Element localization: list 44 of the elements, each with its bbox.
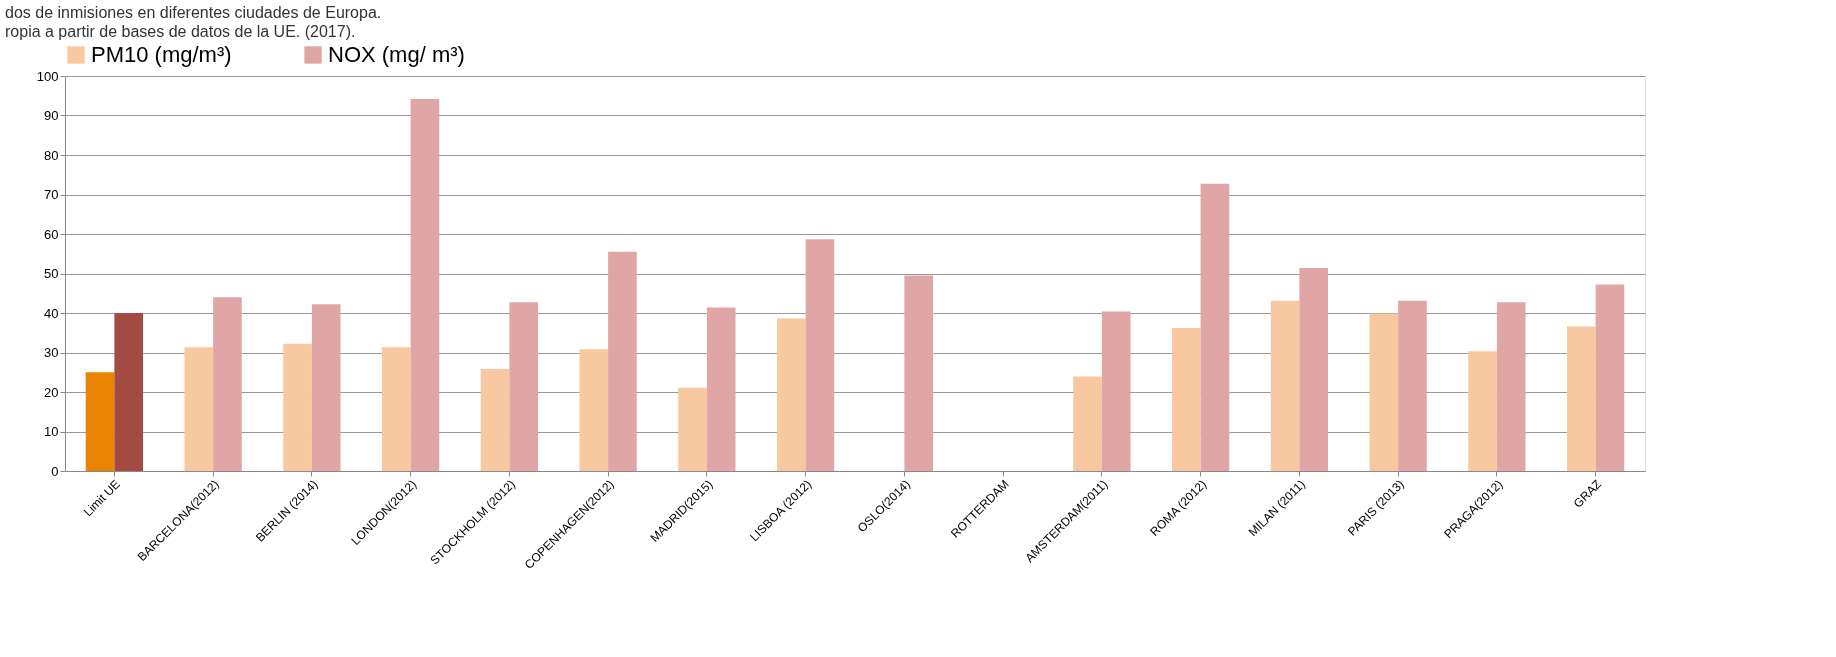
bar	[509, 302, 539, 471]
bar	[1073, 376, 1102, 471]
bar	[1101, 311, 1131, 471]
bar	[1468, 351, 1497, 471]
bar	[381, 347, 411, 471]
bar	[1496, 302, 1526, 471]
bar	[1398, 300, 1427, 471]
y-tick-label: 30	[44, 345, 59, 360]
bar	[805, 239, 835, 471]
bar	[85, 372, 115, 471]
y-tick-label: 80	[44, 147, 59, 163]
y-tick-label: 10	[44, 424, 59, 439]
bar	[311, 304, 341, 471]
bar	[283, 343, 312, 471]
y-tick-label: 70	[44, 187, 59, 202]
y-tick-label: 20	[44, 384, 59, 400]
y-tick-label: 40	[44, 305, 59, 321]
bar	[410, 98, 440, 471]
legend-label: NOX (mg/ m³)	[328, 42, 465, 67]
legend-label: PM10 (mg/m³)	[91, 42, 232, 67]
bar	[1566, 326, 1596, 471]
bar	[706, 307, 736, 471]
bar	[1171, 328, 1201, 471]
bar	[1595, 284, 1625, 471]
bar	[480, 369, 510, 471]
bar	[1200, 183, 1230, 471]
bar	[904, 275, 934, 471]
y-tick-label: 60	[44, 226, 59, 242]
bar	[776, 318, 806, 471]
bar	[184, 347, 214, 471]
y-tick-label: 50	[44, 266, 59, 281]
bar	[579, 349, 609, 471]
y-tick-label: 90	[44, 108, 59, 123]
bar	[608, 251, 637, 471]
bar	[678, 387, 707, 471]
bar	[213, 297, 242, 471]
chart-title: dos de inmisiones en diferentes ciudades de Europa.	[5, 4, 382, 21]
y-tick-label: 0	[51, 463, 59, 479]
bar	[114, 313, 144, 471]
bar	[1299, 267, 1329, 471]
bar	[1369, 313, 1399, 471]
bar	[1270, 300, 1300, 471]
chart-subtitle: ropia a partir de bases de datos de la UE. (2017).	[5, 23, 356, 40]
y-tick-label: 100	[36, 68, 59, 84]
